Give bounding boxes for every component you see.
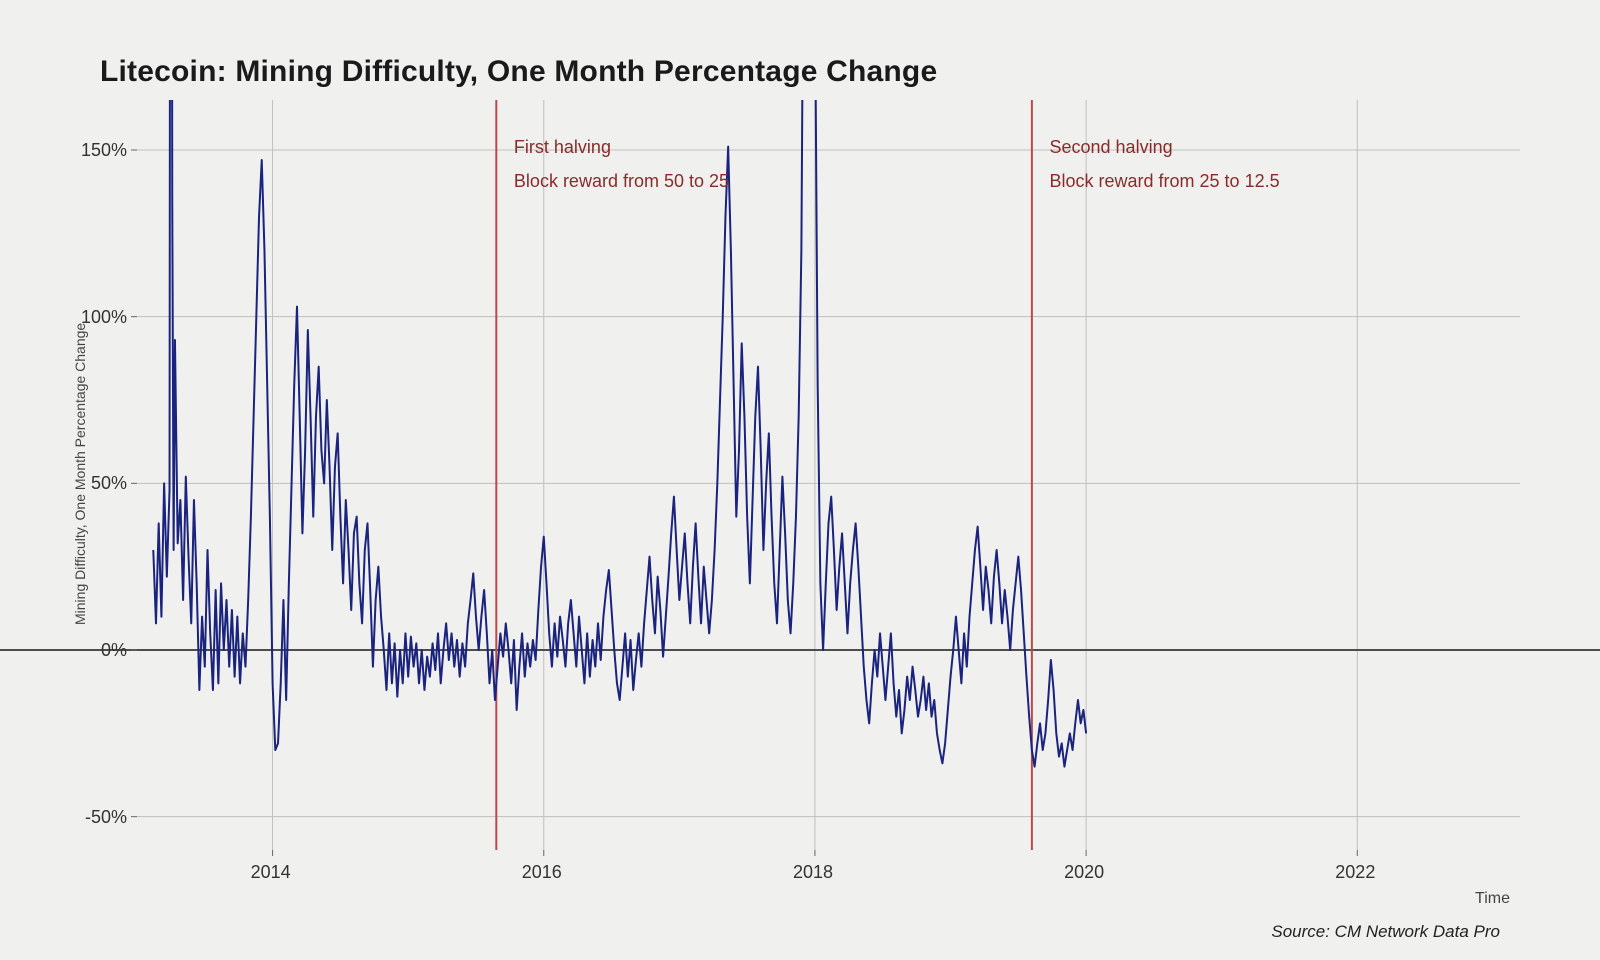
chart-container: Litecoin: Mining Difficulty, One Month P… (0, 0, 1600, 960)
y-axis-label: Mining Difficulty, One Month Percentage … (72, 323, 88, 625)
halving-annotation: Second halving Block reward from 25 to 1… (1050, 130, 1280, 198)
chart-title: Litecoin: Mining Difficulty, One Month P… (100, 55, 937, 89)
source-attribution: Source: CM Network Data Pro (1271, 922, 1500, 942)
halving-annotation: First halving Block reward from 50 to 25 (514, 130, 729, 198)
x-tick-label: 2020 (1064, 862, 1104, 883)
x-axis-label: Time (1475, 890, 1510, 908)
y-tick-label: -50% (85, 807, 127, 828)
chart-plot (0, 0, 1600, 960)
x-tick-label: 2014 (251, 862, 291, 883)
y-tick-label: 150% (81, 140, 127, 161)
y-tick-label: 100% (81, 307, 127, 328)
y-tick-label: 0% (101, 640, 127, 661)
x-tick-label: 2018 (793, 862, 833, 883)
x-tick-label: 2022 (1335, 862, 1375, 883)
y-tick-label: 50% (91, 473, 127, 494)
x-tick-label: 2016 (522, 862, 562, 883)
